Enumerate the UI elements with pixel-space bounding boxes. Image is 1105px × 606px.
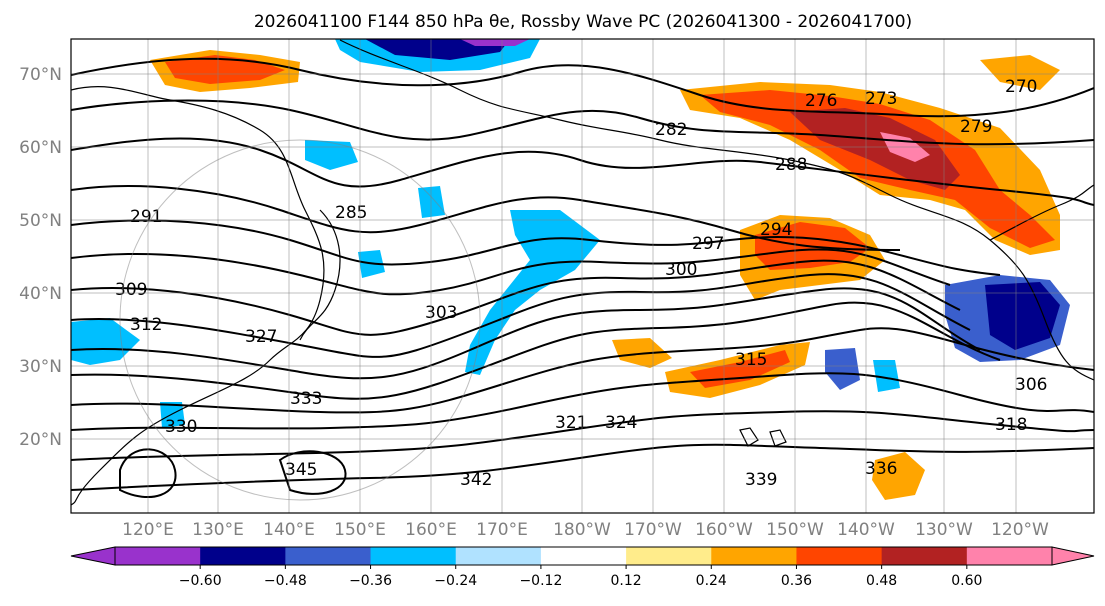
theta-e-shading-neg [71,39,1070,428]
colorbar-swatch [200,547,286,565]
svg-text:288: 288 [775,155,807,175]
svg-text:306: 306 [1015,375,1047,395]
svg-text:297: 297 [692,234,724,254]
anomaly-neg-small-4 [160,402,185,428]
lon-label: 140°W [837,520,895,540]
svg-text:330: 330 [165,417,197,437]
lon-label: 150°W [766,520,824,540]
colorbar-tick-label: 0.36 [781,573,812,589]
lat-label: 40°N [19,284,62,304]
lat-label: 30°N [19,357,62,377]
theta-e-shading [150,50,1060,500]
svg-text:345: 345 [285,460,317,480]
gridlines [71,39,1094,513]
colorbar-tick-label: 0.60 [951,573,982,589]
anomaly-neg-epac-core [985,282,1060,350]
colorbar-swatch [115,547,201,565]
anomaly-neg-arctic-top [460,39,530,46]
colorbar-swatch [881,547,968,565]
svg-text:333: 333 [290,389,322,409]
lon-label: 130°W [915,520,973,540]
lon-label: 140°E [263,520,315,540]
svg-text:309: 309 [115,280,147,300]
svg-text:276: 276 [805,91,837,111]
svg-text:303: 303 [425,303,457,323]
lon-label: 130°E [192,520,244,540]
theta-e-contours [71,57,1094,499]
svg-text:324: 324 [605,413,637,433]
lon-axis: 120°E 130°E 140°E 150°E 160°E 170°E 180°… [122,520,1049,540]
svg-text:285: 285 [335,203,367,223]
svg-text:327: 327 [245,327,277,347]
colorbar-extend-min [70,546,116,566]
svg-text:315: 315 [735,350,767,370]
anomaly-pos-alaska-max [790,108,960,190]
lat-label: 60°N [19,138,62,158]
svg-text:294: 294 [760,220,792,240]
anomaly-neg-small-3 [873,360,900,392]
colorbar-tick-label: −0.36 [349,573,392,589]
lon-label: 160°E [405,520,457,540]
svg-text:282: 282 [655,120,687,140]
svg-text:339: 339 [745,470,777,490]
colorbar-swatch [711,547,797,565]
lat-label: 70°N [19,65,62,85]
lon-label: 180°W [553,520,611,540]
colorbar-tick-label: −0.60 [179,573,222,589]
colorbar-tick-label: −0.48 [264,573,307,589]
lat-label: 20°N [19,430,62,450]
svg-text:279: 279 [960,117,992,137]
colorbar-frame [114,546,1053,566]
anomaly-pos-hawaii [872,452,925,500]
colorbar-swatch [455,547,542,565]
lon-label: 120°W [991,520,1049,540]
svg-text:321: 321 [555,413,587,433]
map-title: 2026041100 F144 850 hPa θe, Rossby Wave … [254,12,912,32]
anomaly-pos-yukon [980,55,1060,90]
lon-label: 150°E [334,520,386,540]
colorbar-swatch [370,547,457,565]
svg-text:336: 336 [865,459,897,479]
colorbar-swatch [966,547,1053,565]
svg-text:342: 342 [460,470,492,490]
lon-label: 160°W [695,520,753,540]
lon-label: 120°E [122,520,174,540]
svg-text:291: 291 [130,207,162,227]
lat-label: 50°N [19,211,62,231]
anomaly-pos-subtropic-core [690,350,790,388]
colorbar-extend-max [1051,546,1095,566]
colorbar-swatch [796,547,883,565]
lat-axis: 70°N 60°N 50°N 40°N 30°N 20°N [19,65,62,450]
colorbar-tick-label: 0.12 [611,573,642,589]
svg-text:270: 270 [1005,77,1037,97]
anomaly-pos-alaska-core [700,90,1055,248]
coastlines [71,39,1094,506]
svg-text:300: 300 [665,260,697,280]
map-panel: 276 273 282 288 291 294 297 300 303 306 … [71,39,1094,513]
lon-label: 170°E [476,520,528,540]
svg-text:273: 273 [865,89,897,109]
colorbar-tick-label: −0.24 [434,573,477,589]
svg-text:312: 312 [130,315,162,335]
contour-labels: 276 273 282 288 291 294 297 300 303 306 … [115,77,1047,490]
colorbar: −0.60 −0.48 −0.36 −0.24 −0.12 0.12 0.24 0.36 0.4… [70,546,1095,589]
anomaly-neg-tropic [825,348,860,390]
svg-text:318: 318 [995,415,1027,435]
colorbar-tick-label: −0.12 [519,573,562,589]
colorbar-swatch [626,547,712,565]
lon-label: 170°W [624,520,682,540]
colorbar-tick-label: 0.24 [696,573,727,589]
colorbar-swatch [285,547,372,565]
colorbar-swatch [540,547,627,565]
map-frame [70,38,1095,514]
colorbar-tick-label: 0.48 [866,573,897,589]
